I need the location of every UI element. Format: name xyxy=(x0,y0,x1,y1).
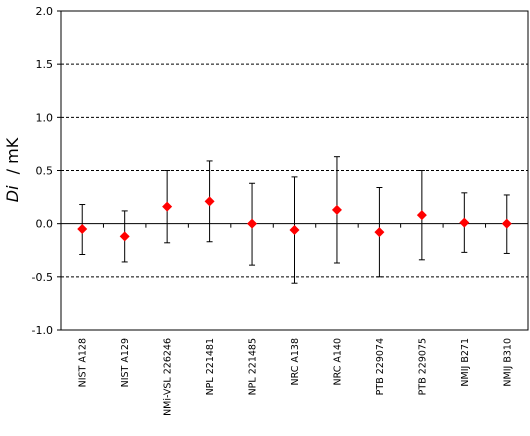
y-tick-label: 1.5 xyxy=(36,58,54,71)
x-tick-label: PTB 229074 xyxy=(375,338,386,395)
x-tick-label: NPL 221485 xyxy=(248,338,259,395)
data-point-marker xyxy=(501,218,512,229)
y-tick-label: -0.5 xyxy=(32,271,53,284)
x-tick-label: NIST A129 xyxy=(120,338,131,387)
data-point-marker xyxy=(459,217,470,228)
y-axis-label-unit: / mK xyxy=(3,137,22,174)
x-tick-label: NMi-VSL 226246 xyxy=(163,338,174,416)
y-axis-label: Di / mK xyxy=(3,137,22,202)
data-markers xyxy=(77,196,512,242)
y-tick-label: 1.0 xyxy=(36,111,54,124)
y-tick-label: 0.0 xyxy=(36,218,54,231)
y-tick-label: -1.0 xyxy=(32,324,53,337)
x-tick-label: NMIJ B271 xyxy=(460,338,471,387)
data-point-marker xyxy=(204,196,215,207)
y-axis-ticks: -1.0 -0.5 0.0 0.5 1.0 1.5 2.0 xyxy=(32,5,61,337)
data-point-marker xyxy=(289,225,300,236)
x-axis-ticks: NIST A128 NIST A129 NMi-VSL 226246 NPL 2214… xyxy=(78,338,514,416)
data-point-marker xyxy=(374,227,385,238)
data-point-marker xyxy=(162,201,173,212)
x-tick-label: NIST A128 xyxy=(78,338,89,387)
x-tick-label: PTB 229075 xyxy=(417,338,428,395)
data-point-marker xyxy=(247,218,258,229)
error-bars xyxy=(79,156,510,284)
y-tick-label: 0.5 xyxy=(36,165,54,178)
data-point-marker xyxy=(77,223,88,234)
x-tick-label: NMIJ B310 xyxy=(502,338,513,387)
data-point-marker xyxy=(416,210,427,221)
y-tick-label: 2.0 xyxy=(36,5,54,18)
data-point-marker xyxy=(331,204,342,215)
x-tick-label: NPL 221481 xyxy=(205,338,216,395)
y-axis-label-symbol: Di xyxy=(3,185,22,202)
x-tick-label: NRC A140 xyxy=(332,338,343,386)
x-tick-label: NRC A138 xyxy=(290,338,301,386)
data-point-marker xyxy=(119,231,130,242)
